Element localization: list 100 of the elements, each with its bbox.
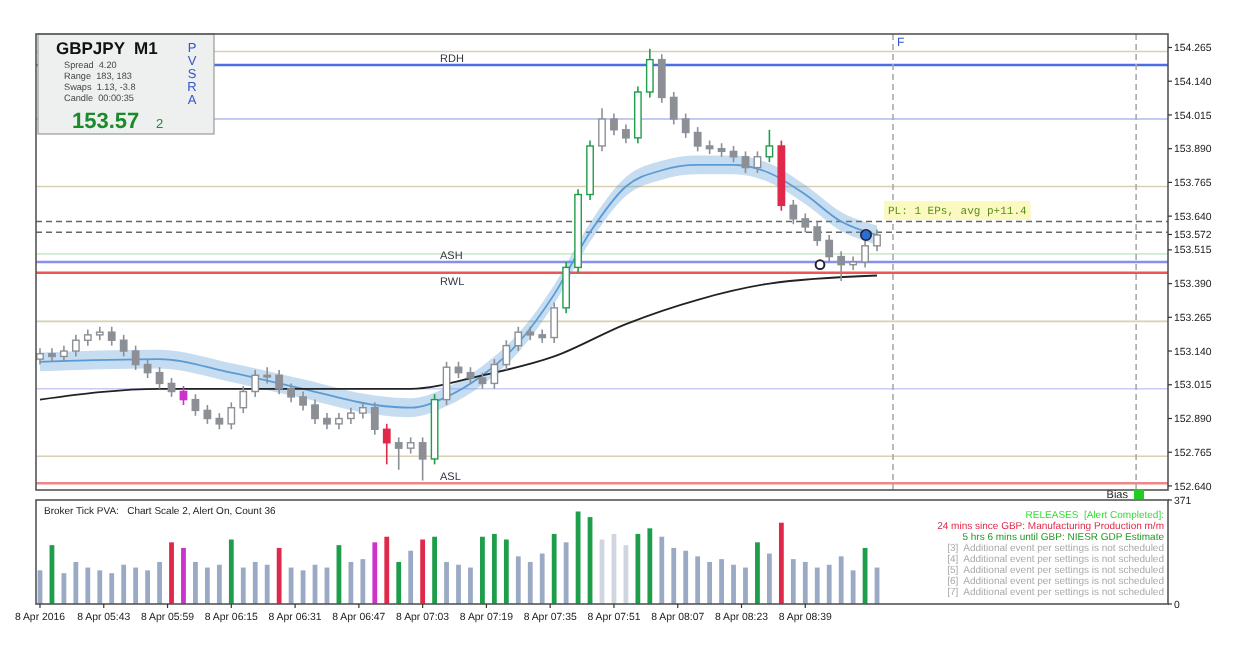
bar (420, 539, 426, 604)
bar (503, 539, 509, 604)
bar (133, 567, 139, 604)
candlestick (119, 334, 128, 358)
candlestick (681, 112, 690, 139)
bar (276, 547, 282, 604)
bar (491, 533, 497, 604)
bar (551, 533, 557, 604)
bar (169, 542, 174, 604)
candlestick (538, 328, 547, 344)
bar (850, 570, 856, 604)
bar (204, 567, 210, 604)
candlestick (143, 358, 152, 379)
candlestick (598, 107, 606, 153)
bar (408, 550, 414, 604)
bar (480, 536, 485, 604)
bar (384, 536, 390, 604)
bar (396, 561, 402, 604)
candlestick (490, 358, 499, 390)
candlestick (370, 401, 379, 436)
bar (767, 553, 772, 604)
candlestick (622, 123, 630, 145)
bar (360, 559, 366, 604)
candlestick (657, 53, 666, 104)
bar (731, 564, 736, 604)
candlestick (765, 128, 774, 163)
candlestick (645, 48, 654, 99)
bar (755, 542, 760, 604)
candlestick (562, 261, 571, 315)
bar (814, 567, 820, 604)
candlestick (71, 334, 80, 358)
candlestick (107, 325, 116, 347)
candlestick (203, 404, 212, 425)
bar (348, 561, 354, 604)
bar (264, 564, 270, 604)
candlestick (155, 366, 164, 390)
bar (193, 561, 198, 604)
candlestick (131, 344, 140, 371)
bar (719, 559, 724, 604)
bar (97, 570, 103, 604)
bar (216, 564, 222, 604)
candlestick (801, 212, 810, 234)
candlestick (263, 366, 272, 385)
candlestick (837, 250, 846, 282)
candlestick (275, 369, 284, 396)
candlestick (873, 228, 881, 253)
candlestick (382, 423, 391, 466)
candlestick (239, 385, 248, 414)
bar (73, 561, 79, 604)
bar (539, 553, 545, 604)
bar (826, 564, 832, 604)
candlestick (825, 234, 834, 263)
bar (778, 522, 784, 604)
bar (444, 561, 449, 604)
candlestick (550, 301, 559, 344)
candlestick (669, 91, 678, 126)
bar (181, 547, 186, 604)
bar (252, 561, 258, 604)
bar (109, 573, 115, 604)
candlestick (693, 126, 702, 153)
bar (527, 561, 533, 604)
bar (228, 539, 234, 604)
bar (802, 561, 808, 604)
annotation: GBPJPY M1 (56, 38, 159, 58)
bar (515, 556, 521, 604)
candlestick (633, 85, 642, 145)
bar (240, 567, 246, 604)
bar (659, 536, 665, 604)
bar (157, 561, 162, 604)
bar (683, 550, 689, 604)
bar (635, 533, 641, 604)
line-series (39, 274, 878, 401)
bar (647, 528, 653, 604)
candlestick (789, 199, 798, 226)
bar (372, 542, 378, 604)
candlestick (741, 150, 750, 174)
candlestick (48, 347, 56, 363)
bar (671, 547, 677, 604)
candlestick (514, 325, 523, 352)
bar (838, 556, 844, 604)
bar (145, 570, 151, 604)
candlestick (227, 401, 236, 431)
candlestick (502, 339, 511, 371)
candlestick (311, 398, 319, 425)
candlestick (251, 369, 260, 398)
bar (743, 567, 748, 604)
candlestick (753, 150, 762, 174)
bar (456, 564, 461, 604)
bar (790, 559, 796, 604)
bar (707, 561, 713, 604)
bar (468, 567, 473, 604)
candlestick (299, 390, 307, 412)
candlestick (287, 382, 295, 404)
bar (121, 564, 127, 604)
candlestick (813, 220, 822, 247)
annotation: 153.57 (72, 110, 140, 134)
candlestick (394, 436, 403, 471)
candlestick (191, 393, 200, 417)
candlestick (610, 112, 618, 136)
candlestick (418, 436, 427, 482)
